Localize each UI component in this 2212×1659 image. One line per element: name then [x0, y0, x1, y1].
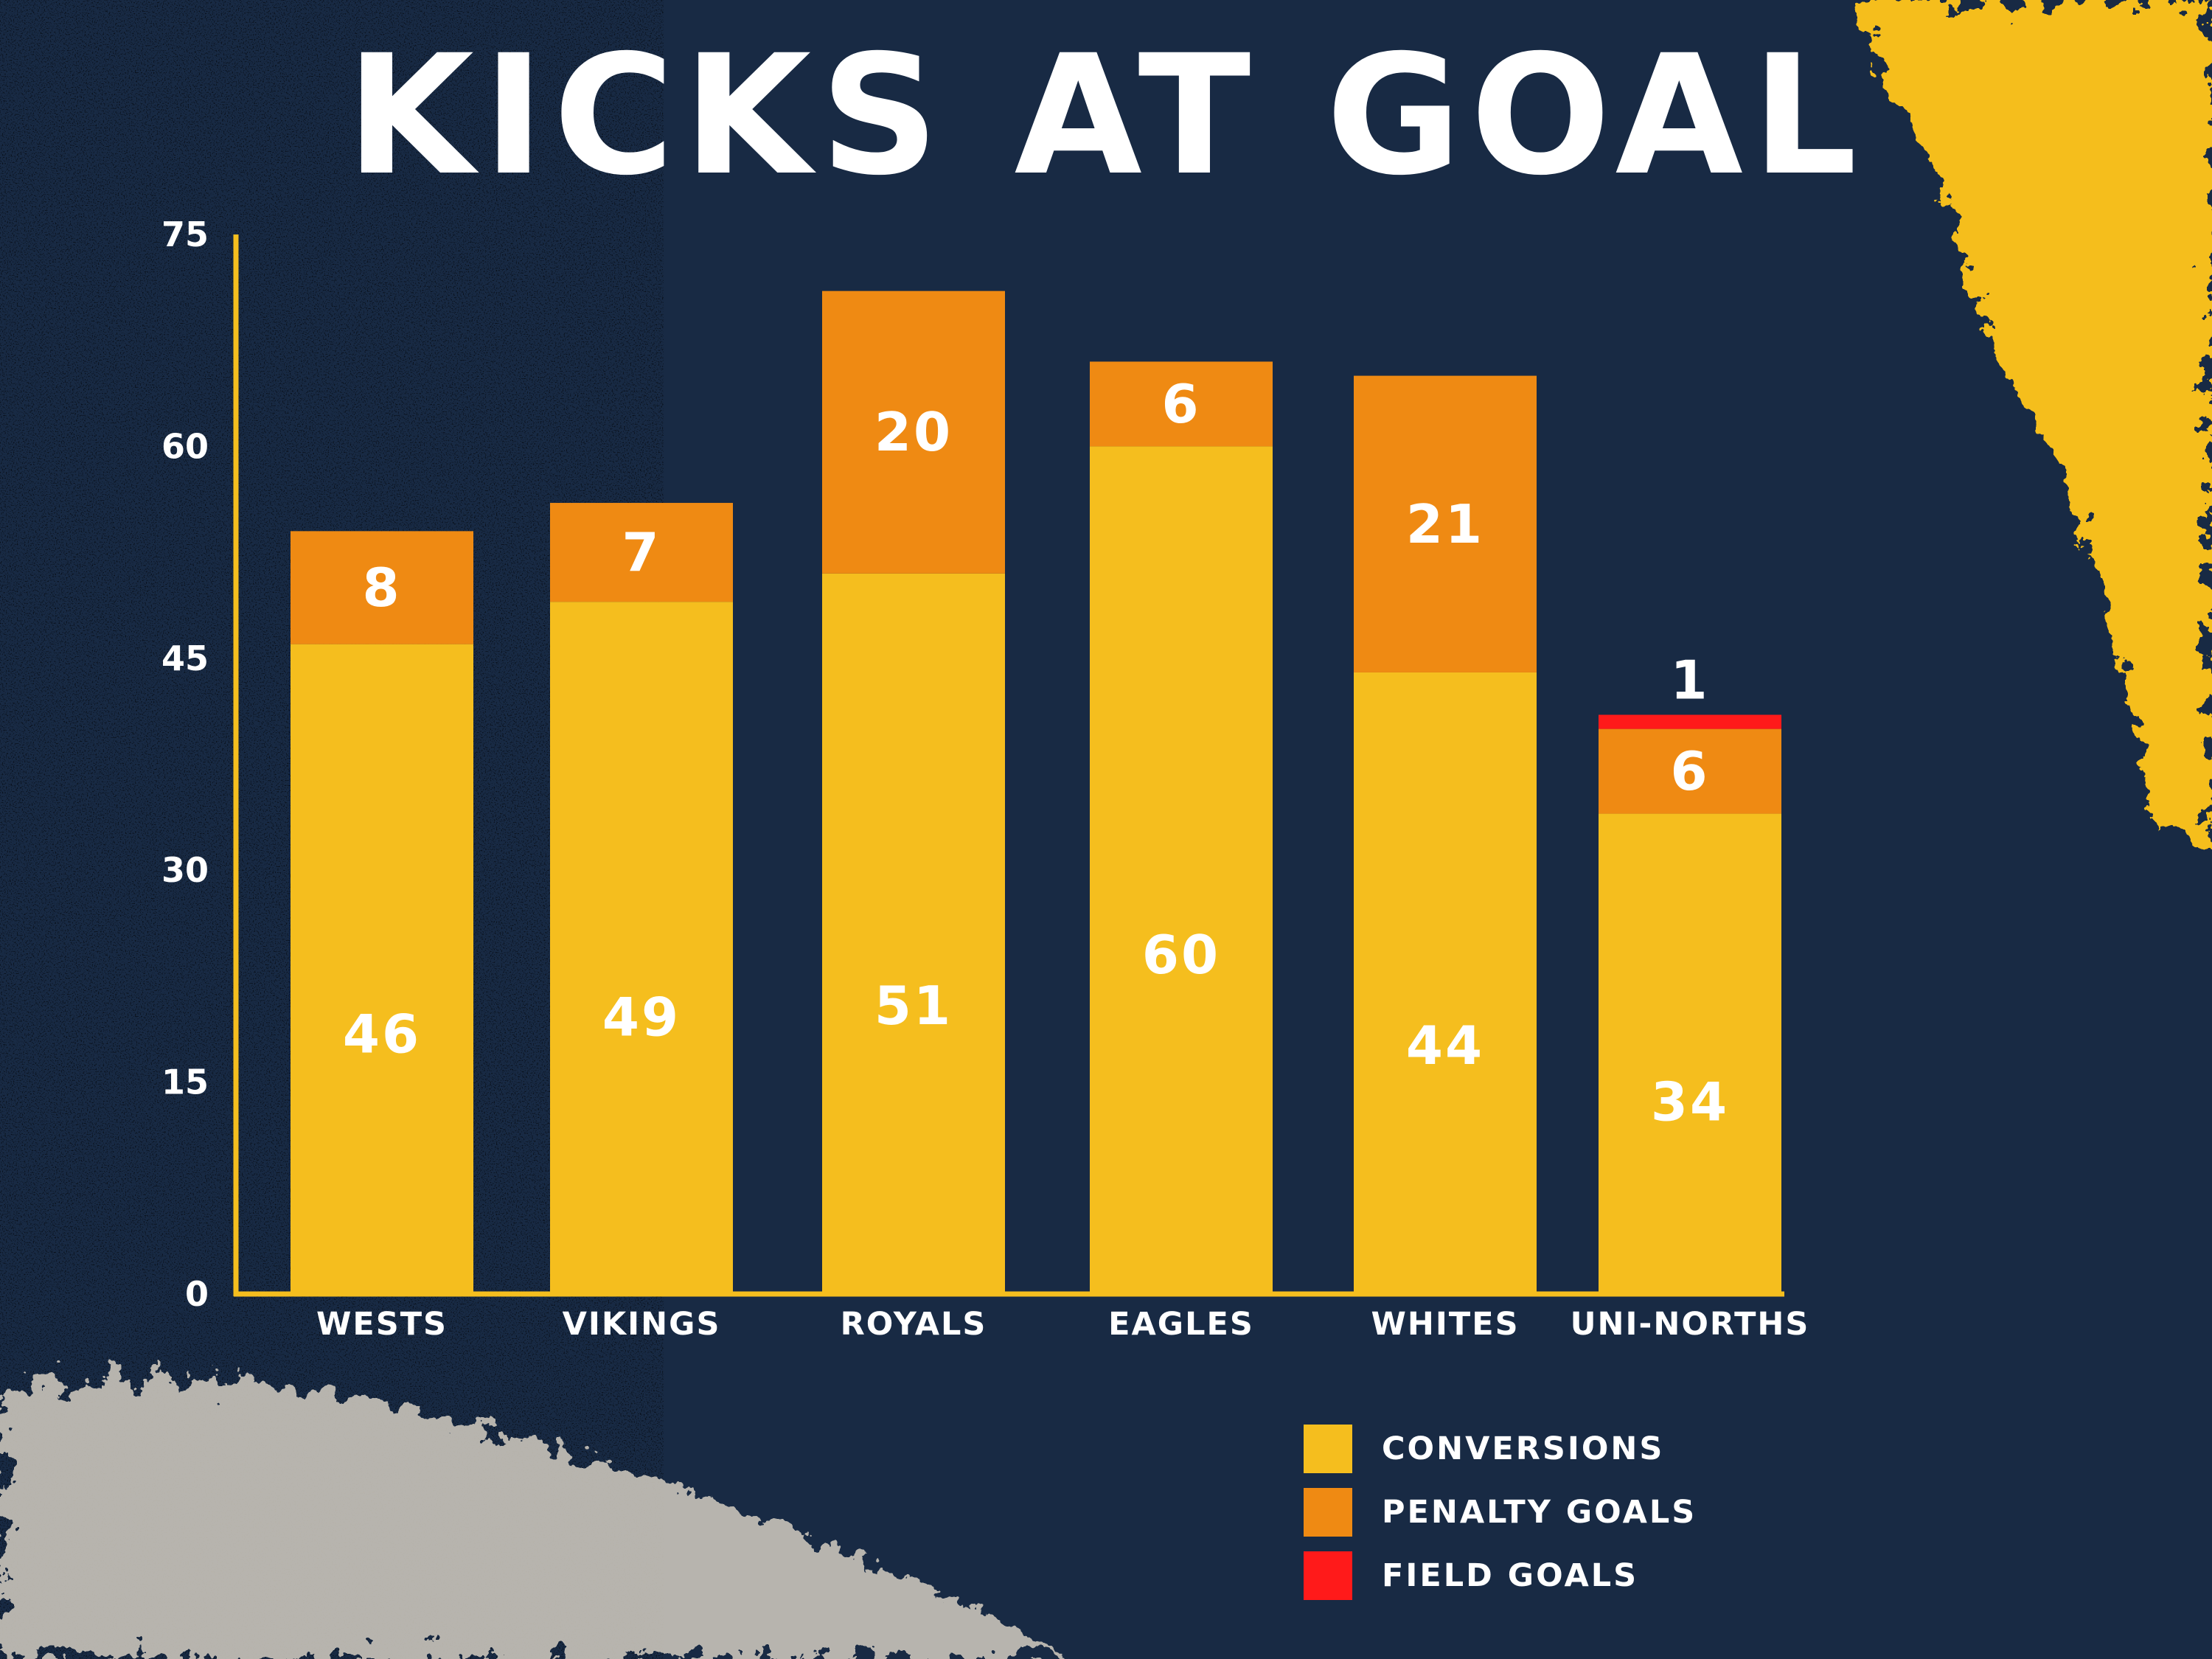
- yellow-paint-splash: [1858, 0, 2212, 848]
- bars: [291, 291, 1781, 1294]
- x-tick-label: EAGLES: [1108, 1306, 1254, 1343]
- bar-penalty-goals: [1090, 361, 1273, 447]
- bar-conversions: [550, 602, 733, 1294]
- legend-swatch-field-goals: [1304, 1551, 1352, 1600]
- x-tick-label: VIKINGS: [563, 1306, 721, 1343]
- labels: 46 8 49 7 51 20 60 6 44 21 34 6 1: [343, 373, 1729, 1133]
- data-label: 34: [1651, 1071, 1729, 1133]
- x-tick-label: UNI-NORTHS: [1571, 1306, 1810, 1343]
- bar-conversions: [1354, 672, 1537, 1294]
- legend-label-penalty-goals: PENALTY GOALS: [1382, 1494, 1697, 1531]
- data-label: 46: [343, 1003, 421, 1065]
- data-label: 51: [874, 975, 953, 1037]
- data-label: 8: [362, 557, 401, 619]
- data-label: 49: [602, 986, 681, 1048]
- y-tick-label: 75: [161, 215, 209, 254]
- data-label: 6: [1161, 373, 1200, 435]
- chart-title: KICKS AT GOAL: [346, 19, 1866, 212]
- legend-item-conversions: CONVERSIONS: [1304, 1417, 1697, 1481]
- bar-penalty-goals: [822, 291, 1005, 574]
- y-tick-label: 15: [161, 1062, 209, 1102]
- legend-item-penalty-goals: PENALTY GOALS: [1304, 1481, 1697, 1544]
- legend-label-conversions: CONVERSIONS: [1382, 1430, 1665, 1467]
- data-label: 1: [1670, 649, 1709, 711]
- data-label: 20: [874, 401, 953, 463]
- bar-penalty-goals: [1354, 375, 1537, 672]
- y-tick-label: 60: [161, 426, 209, 466]
- bar-penalty-goals: [1599, 728, 1781, 814]
- y-tick-label: 0: [185, 1274, 209, 1314]
- y-tick-label: 30: [161, 850, 209, 890]
- grey-paint-splash: [0, 1376, 1069, 1659]
- data-label: 21: [1406, 493, 1484, 555]
- legend: CONVERSIONS PENALTY GOALS FIELD GOALS: [1304, 1417, 1697, 1607]
- x-tick-label: WESTS: [316, 1306, 448, 1343]
- bar-penalty-goals: [550, 503, 733, 602]
- data-label: 7: [622, 521, 661, 583]
- bar-conversions: [1599, 813, 1781, 1294]
- bar-field-goals: [1599, 714, 1781, 729]
- legend-label-field-goals: FIELD GOALS: [1382, 1557, 1639, 1594]
- x-tick-label: ROYALS: [841, 1306, 987, 1343]
- data-label: 6: [1670, 740, 1709, 802]
- legend-swatch-penalty-goals: [1304, 1488, 1352, 1537]
- bar-conversions: [822, 573, 1005, 1294]
- legend-item-field-goals: FIELD GOALS: [1304, 1544, 1697, 1607]
- y-tick-label: 45: [161, 639, 209, 678]
- data-label: 60: [1142, 924, 1220, 986]
- legend-swatch-conversions: [1304, 1425, 1352, 1473]
- data-label: 44: [1406, 1015, 1484, 1077]
- x-tick-label: WHITES: [1371, 1306, 1519, 1343]
- bar-penalty-goals: [291, 531, 473, 644]
- bar-conversions: [291, 644, 473, 1294]
- bar-conversions: [1090, 446, 1273, 1294]
